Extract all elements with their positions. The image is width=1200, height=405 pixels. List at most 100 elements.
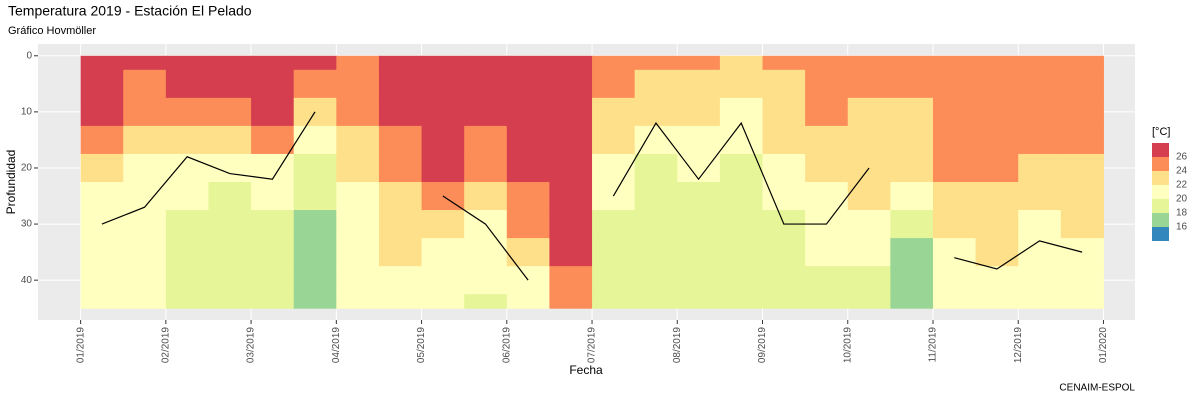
- temperature-cell: [890, 97, 934, 127]
- temperature-cell: [165, 182, 209, 211]
- temperature-cell: [592, 294, 636, 309]
- temperature-cell: [336, 97, 380, 127]
- temperature-cell: [293, 153, 337, 183]
- temperature-cell: [932, 182, 977, 211]
- temperature-cell: [464, 55, 508, 71]
- temperature-cell: [592, 153, 636, 183]
- temperature-cell: [293, 238, 337, 267]
- temperature-cell: [975, 97, 1019, 127]
- temperature-cell: [1060, 153, 1104, 183]
- temperature-cell: [762, 69, 806, 99]
- temperature-cell: [634, 238, 678, 267]
- temperature-cell: [251, 266, 295, 295]
- temperature-cell: [336, 69, 380, 99]
- temperature-cell: [762, 55, 806, 71]
- temperature-cell: [932, 210, 977, 239]
- temperature-cell: [847, 238, 891, 267]
- y-axis-label: Profundidad: [4, 150, 18, 215]
- temperature-cell: [506, 266, 550, 295]
- temperature-cell: [932, 266, 977, 295]
- temperature-cell: [80, 69, 124, 99]
- temperature-cell: [975, 125, 1019, 155]
- temperature-cell: [251, 97, 295, 127]
- legend-label: 26: [1176, 152, 1188, 163]
- temperature-cell: [293, 266, 337, 295]
- temperature-cell: [719, 69, 764, 99]
- temperature-cell: [592, 69, 636, 99]
- temperature-cell: [890, 125, 934, 155]
- temperature-cell: [805, 238, 849, 267]
- temperature-cell: [506, 294, 550, 309]
- temperature-cell: [80, 266, 124, 295]
- temperature-cell: [464, 266, 508, 295]
- temperature-cell: [123, 69, 167, 99]
- temperature-cell: [506, 210, 550, 239]
- temperature-cell: [336, 266, 380, 295]
- temperature-cell: [208, 294, 252, 309]
- temperature-cell: [1060, 97, 1104, 127]
- y-tick-label: 20: [21, 163, 33, 174]
- temperature-cell: [421, 97, 465, 127]
- temperature-cell: [1060, 266, 1104, 295]
- temperature-cell: [251, 69, 295, 99]
- temperature-cell: [1060, 69, 1104, 99]
- temperature-cell: [251, 125, 295, 155]
- y-tick-label: 0: [26, 50, 32, 61]
- legend-label: 24: [1176, 166, 1188, 177]
- temperature-cell: [890, 294, 934, 309]
- temperature-cell: [592, 182, 636, 211]
- temperature-cell: [336, 210, 380, 239]
- temperature-cell: [677, 97, 721, 127]
- contour-line: [101, 111, 1083, 281]
- temperature-cell: [592, 55, 636, 71]
- temperature-cell: [208, 55, 252, 71]
- temperature-cell: [677, 294, 721, 309]
- x-tick-label: 01/2019: [75, 327, 86, 364]
- legend-title: [°C]: [1152, 126, 1170, 138]
- temperature-cell: [464, 69, 508, 99]
- temperature-cell: [208, 125, 252, 155]
- temperature-cell: [506, 55, 550, 71]
- temperature-cell: [634, 182, 678, 211]
- temperature-cell: [634, 294, 678, 309]
- temperature-cell: [805, 182, 849, 211]
- temperature-cell: [80, 125, 124, 155]
- temperature-cell: [932, 294, 977, 309]
- temperature-cell: [251, 210, 295, 239]
- temperature-cell: [890, 266, 934, 295]
- caption: CENAIM-ESPOL: [1059, 383, 1135, 394]
- temperature-cell: [890, 153, 934, 183]
- temperature-cell: [165, 266, 209, 295]
- chart-subtitle: Gráfico Hovmöller: [8, 25, 96, 37]
- temperature-cell: [549, 125, 593, 155]
- legend-key: [1152, 143, 1169, 157]
- temperature-cell: [165, 69, 209, 99]
- temperature-cell: [549, 238, 593, 267]
- temperature-cell: [932, 97, 977, 127]
- temperature-cell: [677, 238, 721, 267]
- temperature-cell: [1018, 266, 1062, 295]
- temperature-cell: [336, 294, 380, 309]
- x-tick-label: 11/2019: [928, 327, 939, 363]
- y-tick-label: 10: [21, 107, 33, 118]
- temperature-cell: [421, 238, 465, 267]
- temperature-cell: [762, 294, 806, 309]
- temperature-cell: [549, 55, 593, 71]
- temperature-cell: [208, 182, 252, 211]
- temperature-cell: [932, 153, 977, 183]
- x-tick-label: 06/2019: [501, 327, 512, 364]
- temperature-cell: [932, 55, 977, 71]
- temperature-cell: [80, 238, 124, 267]
- temperature-cell: [336, 153, 380, 183]
- temperature-cell: [677, 182, 721, 211]
- temperature-cell: [80, 182, 124, 211]
- temperature-cell: [1018, 153, 1062, 183]
- temperature-cell: [123, 182, 167, 211]
- x-tick-label: 10/2019: [842, 327, 853, 364]
- temperature-cell: [1018, 294, 1062, 309]
- x-tick-label: 07/2019: [587, 327, 598, 364]
- temperature-cell: [847, 182, 891, 211]
- temperature-cell: [890, 238, 934, 267]
- legend-label: 22: [1176, 180, 1188, 191]
- temperature-cell: [378, 153, 423, 183]
